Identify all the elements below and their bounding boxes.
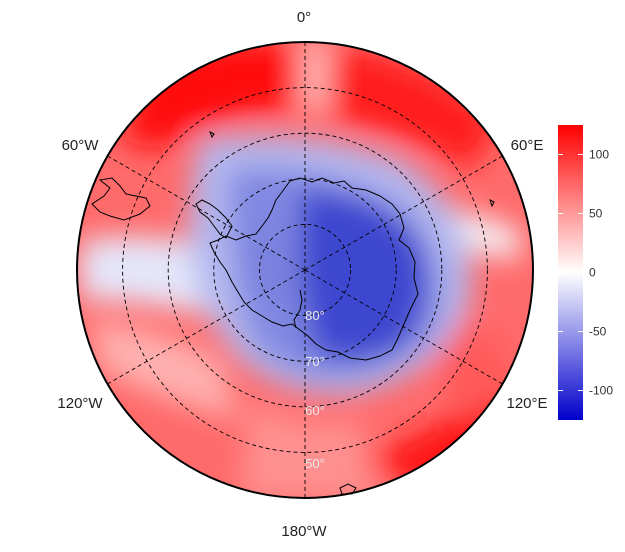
colorbar-tick-label: -100: [589, 384, 613, 398]
colorbar: 100 50 0 -50 -100: [558, 125, 613, 420]
meridian--60: [107, 155, 306, 271]
ross-ice-shelf: [293, 289, 303, 329]
lon-label-0: 0°: [297, 9, 311, 26]
meridian--120: [107, 269, 306, 385]
colorbar-tick-label: -50: [589, 325, 607, 339]
map-boundary: [76, 41, 534, 499]
lon-label-60w: 60°W: [62, 137, 100, 154]
sub-antarctic-island-2: [209, 130, 215, 139]
lat-label-50: 50°: [305, 456, 325, 471]
meridian-120: [304, 269, 503, 385]
colorbar-tick-label: 100: [589, 148, 609, 162]
south-america: [91, 177, 151, 221]
lat-label-70: 70°: [305, 354, 325, 369]
meridian-60: [304, 155, 503, 271]
lon-label-120e: 120°E: [506, 395, 547, 412]
graticule: [107, 42, 503, 498]
lon-label-120w: 120°W: [57, 395, 103, 412]
sub-antarctic-island-1: [489, 199, 495, 208]
lon-label-60e: 60°E: [511, 137, 544, 154]
lat-label-80: 80°: [305, 308, 325, 323]
lat-label-60: 60°: [305, 403, 325, 418]
colorbar-tick-label: 50: [589, 207, 603, 221]
anomaly-field: [77, 42, 533, 498]
lon-label-180w: 180°W: [281, 523, 327, 540]
coastlines: [91, 130, 495, 495]
new-zealand: [339, 483, 357, 495]
colorbar-tick-label: 0: [589, 266, 596, 280]
latitude-circle-50: [122, 87, 488, 453]
antarctica-coastline: [209, 177, 419, 361]
